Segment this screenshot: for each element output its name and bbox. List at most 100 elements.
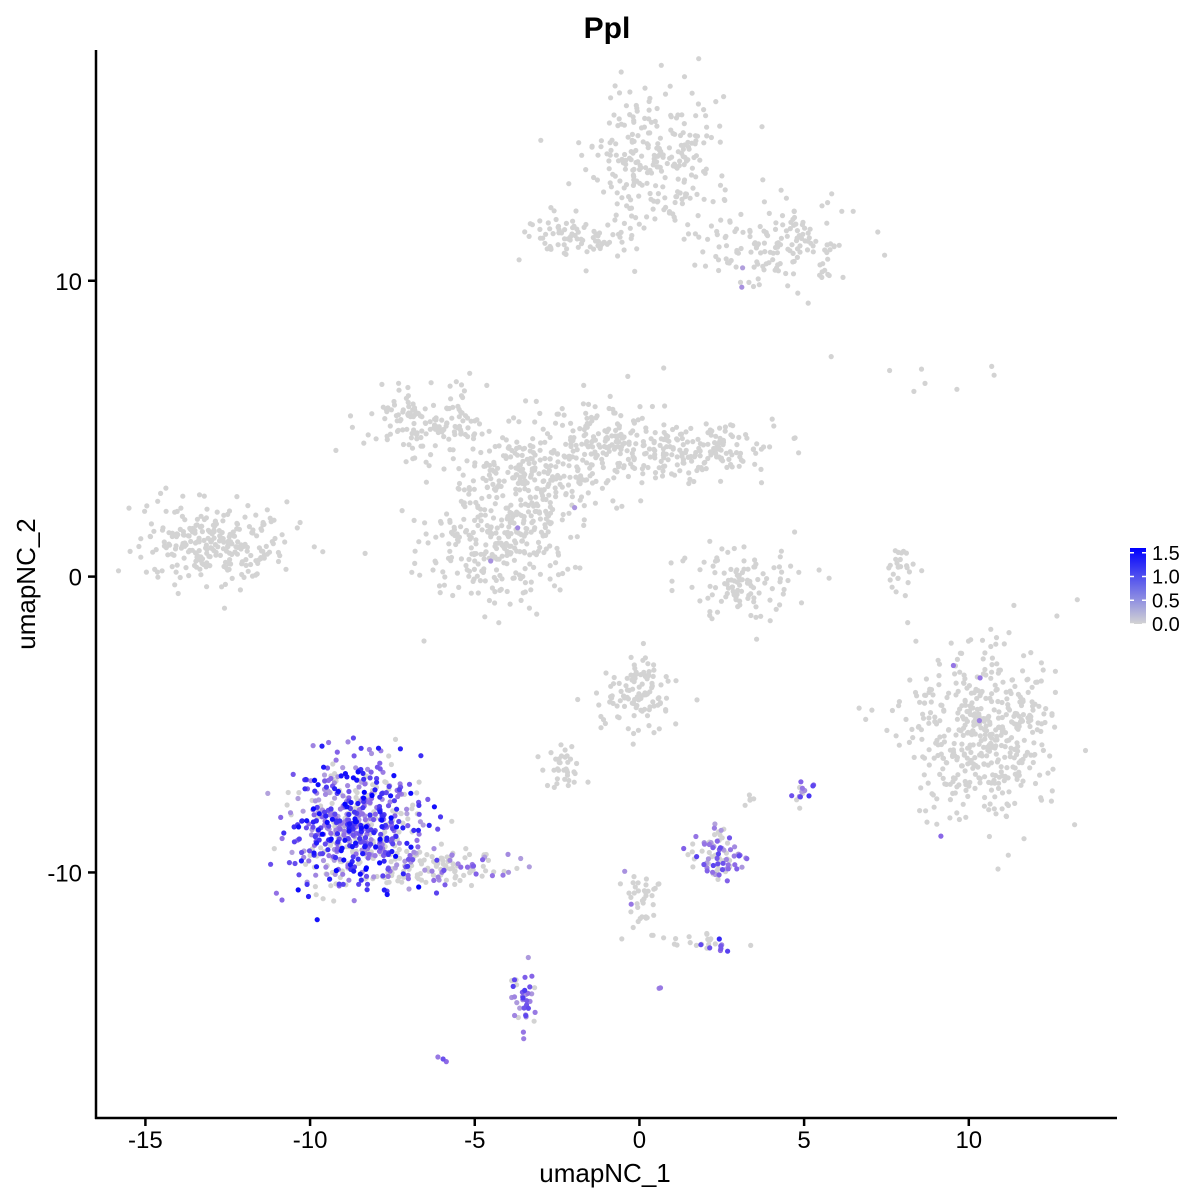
cell-point [677, 132, 684, 139]
cell-point [613, 141, 619, 147]
cell-point [766, 210, 772, 216]
cell-point [697, 453, 703, 459]
cell-point [439, 417, 445, 423]
cell-point [472, 460, 478, 466]
cell-point [959, 747, 965, 753]
cell-point [937, 771, 943, 778]
cell-point [283, 566, 289, 572]
cell-point [466, 573, 472, 579]
cell-point [625, 456, 632, 462]
cell-point [529, 991, 535, 997]
cell-point [632, 665, 638, 672]
cell-point [341, 832, 347, 838]
cell-point [323, 784, 329, 790]
cell-point [228, 539, 234, 545]
cell-point [988, 626, 994, 632]
cell-point [717, 425, 723, 431]
cell-point [643, 882, 649, 888]
cell-point [694, 467, 700, 474]
cell-point [404, 806, 410, 812]
cell-point [560, 511, 566, 518]
cell-point [921, 772, 927, 778]
cell-point [724, 840, 731, 846]
cell-point [568, 420, 574, 426]
cell-point [795, 290, 801, 296]
cell-point [219, 584, 225, 590]
cell-point [532, 525, 538, 531]
cell-point [718, 827, 724, 833]
cell-point [639, 708, 645, 714]
cell-point [989, 655, 996, 661]
cell-point [999, 714, 1005, 721]
cell-point [598, 725, 604, 731]
cell-point [626, 441, 632, 447]
cell-point [365, 766, 371, 772]
cell-point [824, 220, 830, 226]
cell-point [418, 434, 424, 441]
cell-point [154, 569, 160, 575]
cell-point [705, 441, 711, 447]
cell-point [381, 858, 387, 864]
cell-point [160, 525, 166, 531]
cell-point [411, 420, 417, 427]
cell-point [488, 524, 494, 530]
cell-point [718, 478, 724, 484]
cell-point [825, 271, 831, 277]
cell-point [273, 890, 279, 896]
cell-point [291, 839, 297, 845]
cell-point [527, 561, 533, 567]
cell-point [645, 145, 651, 151]
cell-point [677, 431, 684, 437]
cell-point [643, 876, 650, 882]
cell-point [693, 153, 700, 159]
cell-point [461, 487, 467, 493]
cell-point [631, 420, 638, 426]
cell-point [790, 271, 797, 277]
cell-point [839, 208, 845, 214]
cell-point [1022, 753, 1028, 759]
cell-point [1001, 641, 1007, 647]
cell-point [464, 458, 470, 464]
cell-point [331, 898, 337, 904]
cell-point [695, 101, 702, 107]
cell-point [643, 692, 649, 698]
cell-point [472, 558, 478, 564]
cell-point [926, 720, 932, 726]
cell-point [621, 122, 628, 128]
x-tick-label: 5 [797, 1127, 810, 1154]
cell-point [1047, 753, 1053, 759]
cell-point [408, 790, 414, 796]
cell-point [707, 609, 713, 615]
cell-point [409, 569, 415, 575]
cell-point [614, 703, 620, 709]
cell-point [450, 861, 456, 867]
cell-point [292, 860, 298, 867]
cell-point [638, 125, 645, 131]
cell-point [126, 505, 132, 511]
cell-point [335, 788, 341, 795]
cell-point [186, 533, 192, 539]
cell-point [677, 158, 683, 164]
cell-point [405, 399, 411, 405]
cell-point [239, 571, 245, 578]
cell-point [355, 800, 361, 807]
cell-point [633, 441, 639, 447]
cell-point [450, 447, 456, 453]
cell-point [428, 452, 434, 458]
cell-point [798, 235, 805, 241]
cell-point [630, 741, 636, 747]
cell-point [662, 175, 668, 181]
cell-point [647, 190, 653, 197]
cell-point [488, 558, 494, 564]
cell-point [557, 587, 563, 593]
cell-point [645, 661, 651, 667]
cell-point [1012, 800, 1018, 807]
cell-point [569, 744, 575, 750]
cell-point [367, 812, 373, 818]
cell-point [346, 877, 352, 883]
cell-point [467, 536, 473, 542]
cell-point [435, 874, 441, 880]
cell-point [161, 539, 167, 545]
cell-point [638, 498, 644, 504]
cell-point [778, 187, 784, 193]
